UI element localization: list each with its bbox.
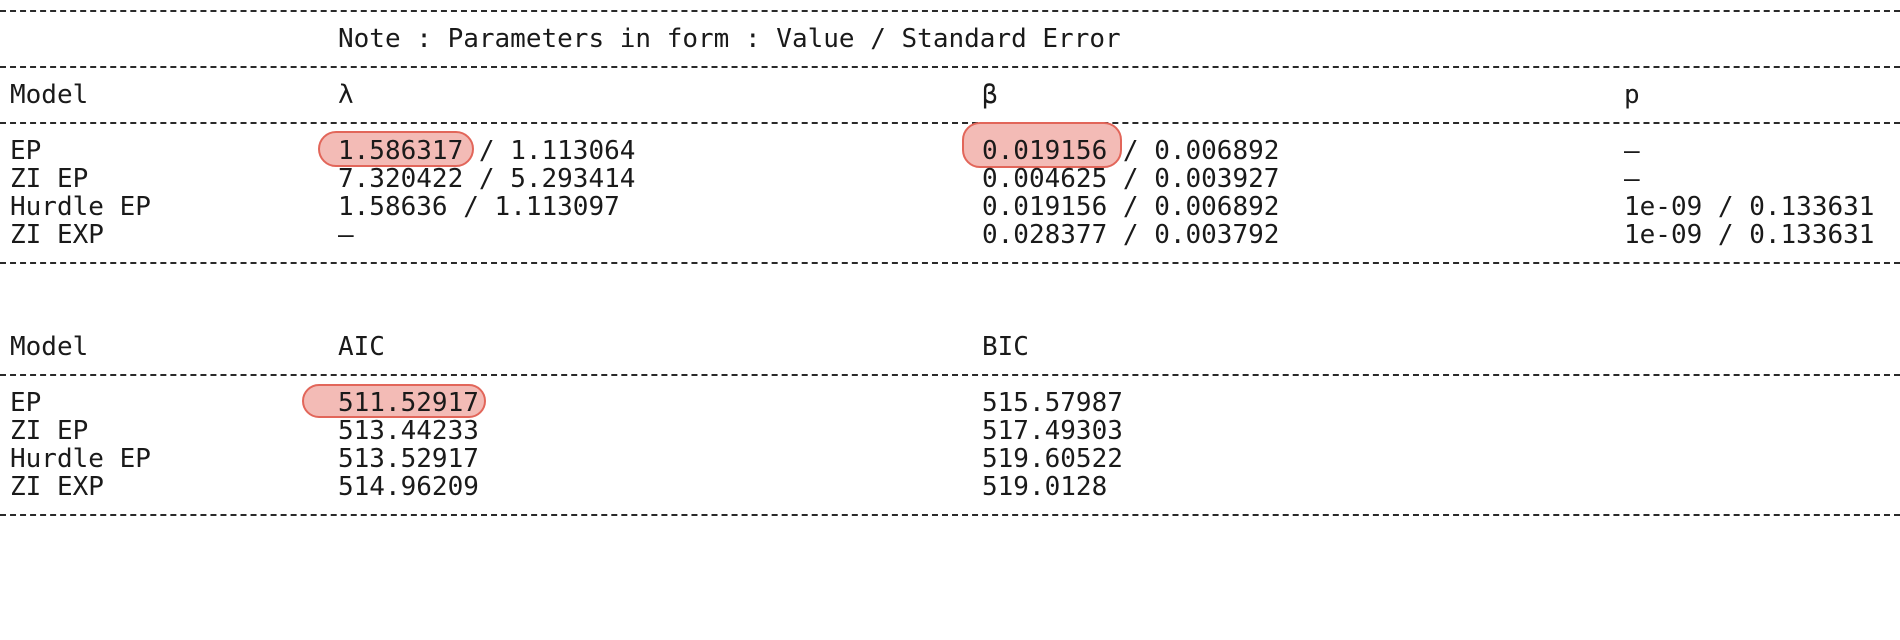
lambda-se: / 5.293414 bbox=[463, 164, 636, 194]
rule-below-note bbox=[0, 66, 1900, 68]
row-aic: 513.52917 bbox=[338, 444, 479, 474]
row-bic: 519.60522 bbox=[982, 444, 1123, 474]
header-p: p bbox=[1624, 80, 1640, 110]
lambda-value: 1.58636 bbox=[338, 192, 448, 222]
row-bic: 519.0128 bbox=[982, 472, 1108, 502]
row-model: Hurdle EP bbox=[10, 192, 151, 222]
highlight-ep-lambda bbox=[318, 131, 474, 167]
beta-value: 0.019156 bbox=[982, 136, 1108, 166]
row-model: ZI EP bbox=[10, 164, 89, 194]
header-model: Model bbox=[10, 332, 89, 362]
beta-se: / 0.006892 bbox=[1107, 192, 1280, 222]
lambda-value: 7.320422 bbox=[338, 164, 464, 194]
row-p: – bbox=[1624, 136, 1640, 166]
row-model: ZI EP bbox=[10, 416, 89, 446]
header-model: Model bbox=[10, 80, 89, 110]
row-beta: 0.028377 / 0.003792 bbox=[982, 218, 1279, 252]
row-model: EP bbox=[10, 136, 42, 166]
row-model: Hurdle EP bbox=[10, 444, 151, 474]
row-beta: 0.019156 / 0.006892 bbox=[982, 190, 1279, 224]
row-lambda: 1.586317 / 1.113064 bbox=[338, 134, 635, 168]
note-text: Note : Parameters in form : Value / Stan… bbox=[338, 24, 1121, 54]
header-bic: BIC bbox=[982, 332, 1029, 362]
row-model: ZI EXP bbox=[10, 472, 104, 502]
rule-below-params-table bbox=[0, 262, 1900, 264]
header-lambda: λ bbox=[338, 80, 354, 110]
row-aic: 514.96209 bbox=[338, 472, 479, 502]
highlight-ep-aic bbox=[302, 384, 486, 418]
lambda-se: / 1.113097 bbox=[447, 192, 620, 222]
row-bic: 515.57987 bbox=[982, 388, 1123, 418]
rule-top bbox=[0, 10, 1900, 12]
row-lambda: 7.320422 / 5.293414 bbox=[338, 162, 635, 196]
beta-value: 0.019156 bbox=[982, 192, 1108, 222]
highlight-ep-beta bbox=[962, 122, 1122, 168]
lambda-se: / 1.113064 bbox=[463, 136, 636, 166]
row-lambda: 1.58636 / 1.113097 bbox=[338, 190, 620, 224]
beta-se: / 0.006892 bbox=[1107, 136, 1280, 166]
row-bic: 517.49303 bbox=[982, 416, 1123, 446]
rule-below-params-header bbox=[0, 122, 1900, 124]
row-model: ZI EXP bbox=[10, 220, 104, 250]
beta-value: 0.028377 bbox=[982, 220, 1108, 250]
header-aic: AIC bbox=[338, 332, 385, 362]
beta-se: / 0.003927 bbox=[1107, 164, 1280, 194]
beta-value: 0.004625 bbox=[982, 164, 1108, 194]
rule-bottom bbox=[0, 514, 1900, 516]
row-p: 1e-09 / 0.133631 bbox=[1624, 192, 1875, 222]
header-beta: β bbox=[982, 80, 998, 110]
row-beta: 0.004625 / 0.003927 bbox=[982, 162, 1279, 196]
rule-below-ic-header bbox=[0, 374, 1900, 376]
row-beta: 0.019156 / 0.006892 bbox=[982, 134, 1279, 168]
lambda-value: 1.586317 bbox=[338, 136, 464, 166]
row-p: 1e-09 / 0.133631 bbox=[1624, 220, 1875, 250]
row-aic: 513.44233 bbox=[338, 416, 479, 446]
row-p: – bbox=[1624, 164, 1640, 194]
row-aic: 511.52917 bbox=[338, 388, 479, 418]
lambda-value: – bbox=[338, 220, 354, 250]
row-lambda: – bbox=[338, 218, 354, 252]
row-model: EP bbox=[10, 388, 42, 418]
beta-se: / 0.003792 bbox=[1107, 220, 1280, 250]
